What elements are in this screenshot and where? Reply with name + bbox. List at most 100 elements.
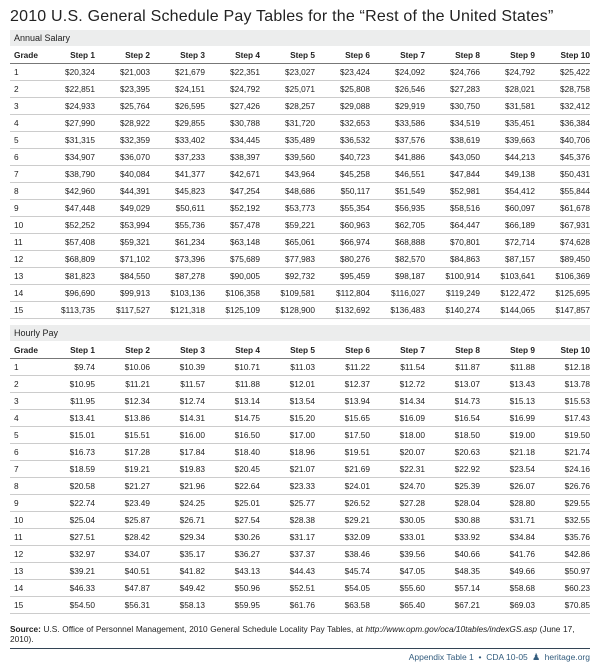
table-row: 15$113,735$117,527$121,318$125,109$128,9… — [10, 302, 590, 319]
annual-cell: $106,358 — [205, 285, 260, 302]
hourly-cell: $49.42 — [150, 580, 205, 597]
table-row: 14$96,690$99,913$103,136$106,358$109,581… — [10, 285, 590, 302]
annual-cell: $22,351 — [205, 64, 260, 81]
annual-cell: $27,990 — [40, 115, 95, 132]
hourly-cell: $13.78 — [535, 376, 590, 393]
hourly-cell: $29.21 — [315, 512, 370, 529]
annual-cell: $89,450 — [535, 251, 590, 268]
hourly-cell: $59.95 — [205, 597, 260, 614]
annual-cell: $29,919 — [370, 98, 425, 115]
col-step-2: Step 2 — [95, 46, 150, 64]
hourly-cell: $67.21 — [425, 597, 480, 614]
hourly-cell: $16.00 — [150, 427, 205, 444]
annual-cell: $31,581 — [480, 98, 535, 115]
annual-cell: $82,570 — [370, 251, 425, 268]
hourly-cell: $12.18 — [535, 359, 590, 376]
hourly-cell: $40.66 — [425, 546, 480, 563]
annual-cell: $34,519 — [425, 115, 480, 132]
hourly-cell: $30.26 — [205, 529, 260, 546]
hourly-cell: $15.51 — [95, 427, 150, 444]
annual-cell: 2 — [10, 81, 40, 98]
annual-cell: $55,736 — [150, 217, 205, 234]
source-label: Source: — [10, 624, 41, 634]
hourly-cell: $34.07 — [95, 546, 150, 563]
table-row: 14$46.33$47.87$49.42$50.96$52.51$54.05$5… — [10, 580, 590, 597]
hourly-cell: $16.09 — [370, 410, 425, 427]
annual-cell: $53,994 — [95, 217, 150, 234]
hourly-cell: $15.20 — [260, 410, 315, 427]
annual-cell: $52,252 — [40, 217, 95, 234]
col-step-4: Step 4 — [205, 341, 260, 359]
hourly-cell: $24.70 — [370, 478, 425, 495]
annual-cell: $67,931 — [535, 217, 590, 234]
annual-cell: $61,678 — [535, 200, 590, 217]
annual-cell: $33,402 — [150, 132, 205, 149]
annual-cell: $98,187 — [370, 268, 425, 285]
col-step-3: Step 3 — [150, 46, 205, 64]
hourly-cell: $18.00 — [370, 427, 425, 444]
annual-cell: 5 — [10, 132, 40, 149]
hourly-cell: $13.14 — [205, 393, 260, 410]
hourly-cell: $20.58 — [40, 478, 95, 495]
hourly-cell: $24.25 — [150, 495, 205, 512]
annual-cell: $21,679 — [150, 64, 205, 81]
annual-cell: 15 — [10, 302, 40, 319]
annual-cell: $25,808 — [315, 81, 370, 98]
annual-cell: $44,213 — [480, 149, 535, 166]
hourly-cell: $11.21 — [95, 376, 150, 393]
annual-cell: $27,283 — [425, 81, 480, 98]
hourly-cell: $12.34 — [95, 393, 150, 410]
annual-cell: $59,321 — [95, 234, 150, 251]
hourly-cell: $26.52 — [315, 495, 370, 512]
annual-cell: $28,257 — [260, 98, 315, 115]
annual-cell: $47,844 — [425, 166, 480, 183]
hourly-cell: $56.31 — [95, 597, 150, 614]
section-hourly: Hourly Pay — [10, 325, 590, 341]
hourly-cell: 15 — [10, 597, 40, 614]
hourly-cell: $41.82 — [150, 563, 205, 580]
hourly-cell: $11.88 — [205, 376, 260, 393]
annual-cell: $23,027 — [260, 64, 315, 81]
hourly-cell: $19.50 — [535, 427, 590, 444]
col-step-5: Step 5 — [260, 46, 315, 64]
hourly-cell: $54.50 — [40, 597, 95, 614]
annual-cell: $66,974 — [315, 234, 370, 251]
hourly-cell: $25.77 — [260, 495, 315, 512]
annual-cell: $24,933 — [40, 98, 95, 115]
table-row: 3$11.95$12.34$12.74$13.14$13.54$13.94$14… — [10, 393, 590, 410]
hourly-cell: $19.00 — [480, 427, 535, 444]
annual-cell: $32,653 — [315, 115, 370, 132]
annual-cell: $95,459 — [315, 268, 370, 285]
hourly-cell: $33.01 — [370, 529, 425, 546]
annual-cell: $32,359 — [95, 132, 150, 149]
table-row: 11$57,408$59,321$61,234$63,148$65,061$66… — [10, 234, 590, 251]
annual-cell: $84,550 — [95, 268, 150, 285]
hourly-cell: $12.74 — [150, 393, 205, 410]
hourly-cell: $19.51 — [315, 444, 370, 461]
annual-cell: $31,315 — [40, 132, 95, 149]
annual-cell: $36,532 — [315, 132, 370, 149]
annual-cell: $42,960 — [40, 183, 95, 200]
hourly-cell: $34.84 — [480, 529, 535, 546]
annual-cell: 3 — [10, 98, 40, 115]
hourly-cell: $19.21 — [95, 461, 150, 478]
hourly-cell: $28.04 — [425, 495, 480, 512]
hourly-cell: $22.92 — [425, 461, 480, 478]
annual-cell: $24,766 — [425, 64, 480, 81]
annual-cell: $77,983 — [260, 251, 315, 268]
hourly-cell: $14.75 — [205, 410, 260, 427]
col-step-9: Step 9 — [480, 46, 535, 64]
hourly-cell: $60.23 — [535, 580, 590, 597]
annual-table: GradeStep 1Step 2Step 3Step 4Step 5Step … — [10, 46, 590, 319]
hourly-cell: $24.16 — [535, 461, 590, 478]
table-row: 12$32.97$34.07$35.17$36.27$37.37$38.46$3… — [10, 546, 590, 563]
source-url: http://www.opm.gov/oca/10tables/indexGS.… — [365, 624, 537, 634]
annual-cell: $65,061 — [260, 234, 315, 251]
table-row: 8$20.58$21.27$21.96$22.64$23.33$24.01$24… — [10, 478, 590, 495]
annual-cell: $61,234 — [150, 234, 205, 251]
annual-cell: $84,863 — [425, 251, 480, 268]
annual-cell: 8 — [10, 183, 40, 200]
hourly-cell: $20.45 — [205, 461, 260, 478]
hourly-cell: $40.51 — [95, 563, 150, 580]
annual-cell: $28,922 — [95, 115, 150, 132]
